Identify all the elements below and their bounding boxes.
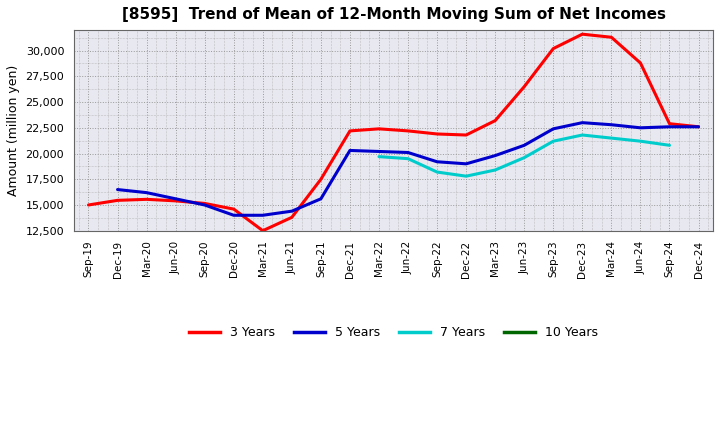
Title: [8595]  Trend of Mean of 12-Month Moving Sum of Net Incomes: [8595] Trend of Mean of 12-Month Moving … xyxy=(122,7,665,22)
3 Years xyxy=(549,46,557,51)
5 Years xyxy=(143,190,151,195)
3 Years xyxy=(433,132,441,137)
3 Years xyxy=(230,206,238,212)
5 Years xyxy=(665,124,674,129)
Line: 3 Years: 3 Years xyxy=(89,34,698,231)
5 Years xyxy=(171,196,180,202)
3 Years xyxy=(143,197,151,202)
3 Years xyxy=(694,124,703,129)
Legend: 3 Years, 5 Years, 7 Years, 10 Years: 3 Years, 5 Years, 7 Years, 10 Years xyxy=(184,321,603,344)
5 Years xyxy=(462,161,470,166)
5 Years xyxy=(346,148,354,153)
5 Years xyxy=(287,209,296,214)
7 Years xyxy=(433,169,441,175)
3 Years xyxy=(404,128,413,133)
3 Years xyxy=(317,176,325,182)
Line: 7 Years: 7 Years xyxy=(379,135,670,176)
3 Years xyxy=(171,198,180,204)
3 Years xyxy=(113,198,122,203)
5 Years xyxy=(491,153,500,158)
5 Years xyxy=(404,150,413,155)
3 Years xyxy=(346,128,354,133)
3 Years xyxy=(665,121,674,126)
5 Years xyxy=(317,196,325,202)
3 Years xyxy=(462,132,470,138)
5 Years xyxy=(200,202,209,208)
3 Years xyxy=(607,35,616,40)
5 Years xyxy=(636,125,644,130)
7 Years xyxy=(520,155,528,160)
3 Years xyxy=(287,215,296,220)
5 Years xyxy=(549,126,557,132)
5 Years xyxy=(230,213,238,218)
3 Years xyxy=(84,202,93,208)
Line: 5 Years: 5 Years xyxy=(117,123,698,215)
3 Years xyxy=(200,201,209,206)
5 Years xyxy=(374,149,383,154)
7 Years xyxy=(578,132,587,138)
7 Years xyxy=(404,156,413,161)
5 Years xyxy=(694,124,703,129)
5 Years xyxy=(578,120,587,125)
7 Years xyxy=(607,136,616,141)
3 Years xyxy=(491,118,500,123)
3 Years xyxy=(374,126,383,132)
5 Years xyxy=(113,187,122,192)
5 Years xyxy=(607,122,616,127)
7 Years xyxy=(462,173,470,179)
7 Years xyxy=(636,139,644,144)
5 Years xyxy=(433,159,441,165)
3 Years xyxy=(258,228,267,233)
3 Years xyxy=(578,32,587,37)
3 Years xyxy=(636,60,644,66)
7 Years xyxy=(665,143,674,148)
7 Years xyxy=(491,167,500,172)
7 Years xyxy=(374,154,383,159)
5 Years xyxy=(258,213,267,218)
Y-axis label: Amount (million yen): Amount (million yen) xyxy=(7,65,20,196)
3 Years xyxy=(520,84,528,89)
5 Years xyxy=(520,143,528,148)
7 Years xyxy=(549,139,557,144)
